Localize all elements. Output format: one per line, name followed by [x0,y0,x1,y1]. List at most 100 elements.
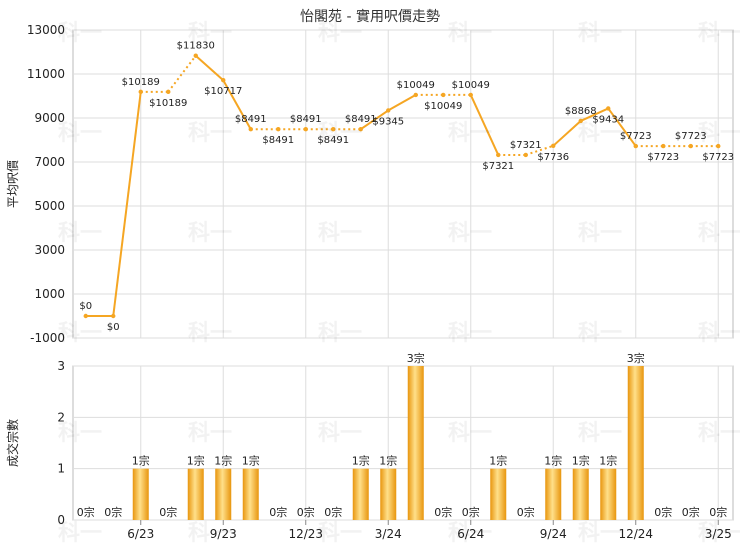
watermark-text: 科一 [698,521,740,546]
x-tick-label: 6/23 [127,527,154,541]
watermark-text: 科一 [58,121,102,146]
price-data-label: $8491 [235,114,267,125]
price-data-label: $8491 [317,135,349,146]
watermark-text: 科一 [578,21,622,46]
watermark-text: 科一 [448,21,492,46]
watermark-text: 科一 [578,321,622,346]
price-data-label: $7321 [482,161,514,172]
volume-data-label: 1宗 [132,454,150,468]
price-data-label: $10049 [424,101,462,112]
price-y-tick-label: 3000 [34,243,65,257]
volume-bar [187,468,204,520]
watermark-text: 科一 [578,121,622,146]
price-data-label: $10189 [122,77,160,88]
volume-bar [380,468,397,520]
watermark-text: 科一 [188,321,232,346]
price-point [606,106,611,111]
volume-data-label: 3宗 [627,351,645,365]
volume-bar [407,366,424,520]
price-y-axis-title: 平均呎價 [6,160,20,208]
x-tick-label: 3/25 [705,527,732,541]
price-data-label: $8491 [345,114,377,125]
price-point [468,92,473,98]
watermark-text: 科一 [58,321,102,346]
watermark-text: 科一 [698,121,740,146]
volume-data-label: 1宗 [572,454,590,468]
x-tick-label: 12/24 [618,527,653,541]
watermark-text: 科一 [448,121,492,146]
price-point [193,53,198,58]
watermark-text: 科一 [318,521,362,546]
volume-bar [132,468,149,520]
price-point [138,89,143,95]
price-point [688,143,693,149]
price-line-segment [195,54,224,81]
price-line-segment [552,120,582,147]
volume-bar [600,468,617,520]
price-point [166,89,171,95]
price-data-label: $9345 [372,116,404,127]
price-point [386,108,391,113]
volume-data-label: 1宗 [599,454,617,468]
price-data-label: $8868 [565,106,597,117]
volume-bar [215,468,232,520]
watermark-text: 科一 [318,321,362,346]
watermark-text: 科一 [188,21,232,46]
volume-data-label: 0宗 [654,505,672,519]
price-point [551,143,556,149]
price-data-label: $10189 [149,98,187,109]
watermark-text: 科一 [698,221,740,246]
volume-data-label: 1宗 [187,454,205,468]
volume-data-label: 1宗 [242,454,260,468]
volume-bar [572,468,589,520]
price-plot-frame [72,29,734,339]
volume-data-label: 1宗 [489,454,507,468]
price-data-label: $7723 [702,152,734,163]
watermark-text: 科一 [448,321,492,346]
watermark-text: 科一 [58,521,102,546]
volume-y-tick-label: 2 [57,410,65,424]
price-point [111,313,116,319]
price-y-tick-label: 11000 [27,67,65,81]
volume-y-tick-label: 0 [57,513,65,527]
watermark-text: 科一 [448,521,492,546]
price-data-label: $7723 [620,131,652,142]
volume-y-tick-label: 3 [57,359,65,373]
price-point [83,313,88,319]
x-tick-label: 9/24 [540,527,567,541]
price-data-label: $11830 [177,41,215,52]
price-point [413,92,418,98]
watermark-text: 科一 [448,421,492,446]
price-y-tick-label: 5000 [34,199,65,213]
volume-data-label: 0宗 [104,505,122,519]
price-point [496,152,501,158]
volume-bar [242,468,259,520]
volume-data-label: 0宗 [682,505,700,519]
price-line-segment [469,94,500,156]
watermark-text: 科一 [58,21,102,46]
x-tick-label: 3/24 [375,527,402,541]
price-data-label: $8491 [262,135,294,146]
price-y-tick-label: 13000 [27,23,65,37]
price-data-label: $10717 [204,86,242,97]
x-tick-label: 12/23 [288,527,323,541]
price-data-label: $7321 [510,140,542,151]
watermark-text: 科一 [318,421,362,446]
price-y-tick-label: 9000 [34,111,65,125]
watermark-text: 科一 [58,221,102,246]
price-point [441,92,446,98]
price-point [221,78,226,83]
x-tick-label: 9/23 [210,527,237,541]
volume-y-axis-title: 成交宗數 [5,419,20,467]
watermark-text: 科一 [188,521,232,546]
price-point [578,118,583,124]
watermark-text: 科一 [698,21,740,46]
watermark-text: 科一 [318,21,362,46]
watermark-text: 科一 [578,421,622,446]
price-point [358,126,363,132]
price-line-segment [222,79,252,130]
volume-data-label: 0宗 [77,505,95,519]
watermark-text: 科一 [318,121,362,146]
